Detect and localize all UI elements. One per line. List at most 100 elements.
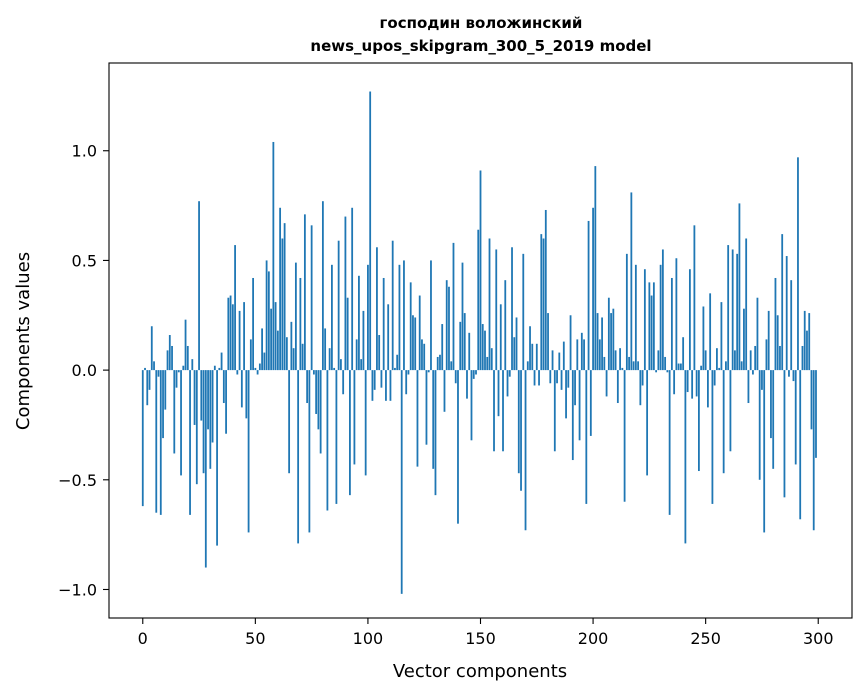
bar-191 <box>571 370 574 461</box>
bar-278 <box>767 310 770 371</box>
bar-228 <box>655 370 658 373</box>
bar-20 <box>186 345 189 371</box>
bar-9 <box>162 370 164 439</box>
bar-178 <box>542 238 545 371</box>
bar-156 <box>493 370 495 452</box>
bar-75 <box>310 225 313 371</box>
bar-282 <box>776 315 779 371</box>
bar-173 <box>531 343 534 371</box>
bar-261 <box>729 370 732 452</box>
x-tick-label: 250 <box>690 629 721 648</box>
bar-41 <box>234 245 236 371</box>
bar-120 <box>412 315 414 371</box>
bar-186 <box>560 370 563 390</box>
bar-253 <box>711 370 714 504</box>
bar-237 <box>675 258 678 371</box>
bar-287 <box>788 370 790 377</box>
bar-139 <box>454 370 457 384</box>
bar-171 <box>526 361 529 371</box>
bar-34 <box>218 367 221 371</box>
bar-144 <box>466 370 468 399</box>
bar-90 <box>344 216 347 371</box>
x-tick-label: 100 <box>353 629 384 648</box>
bar-109 <box>387 304 390 371</box>
bar-137 <box>450 361 453 371</box>
bar-89 <box>342 370 345 395</box>
bar-192 <box>574 370 576 406</box>
bar-53 <box>261 328 263 371</box>
bar-206 <box>605 370 608 397</box>
bar-128 <box>430 260 432 371</box>
bar-116 <box>403 260 405 371</box>
bar-136 <box>448 286 450 371</box>
bar-285 <box>783 370 786 498</box>
bar-208 <box>610 313 612 371</box>
bar-66 <box>290 321 293 371</box>
bar-185 <box>558 352 561 371</box>
bar-2 <box>146 370 149 406</box>
plot-area-frame <box>108 62 853 619</box>
bar-88 <box>340 359 342 371</box>
bar-217 <box>630 192 633 371</box>
bar-176 <box>538 370 540 386</box>
bar-112 <box>394 367 396 371</box>
bar-56 <box>267 271 270 371</box>
bar-161 <box>504 280 507 371</box>
bar-259 <box>725 361 727 371</box>
bar-260 <box>727 245 730 371</box>
bar-210 <box>614 350 617 371</box>
bar-95 <box>355 339 358 371</box>
bar-122 <box>416 370 419 467</box>
bar-292 <box>799 370 802 520</box>
bar-236 <box>673 370 676 395</box>
bar-25 <box>198 201 200 371</box>
bar-244 <box>691 370 694 399</box>
bar-297 <box>810 370 813 430</box>
bar-111 <box>391 240 394 371</box>
bar-184 <box>556 370 558 384</box>
bar-267 <box>743 308 745 371</box>
bar-130 <box>434 370 437 496</box>
bar-219 <box>634 264 637 371</box>
bar-101 <box>369 91 372 371</box>
bar-163 <box>508 370 511 377</box>
bar-10 <box>164 370 167 410</box>
bar-157 <box>495 249 498 371</box>
bar-207 <box>607 297 610 371</box>
bar-279 <box>770 370 772 439</box>
bar-21 <box>189 370 191 515</box>
y-tick-label: −0.5 <box>58 471 97 490</box>
bar-82 <box>326 370 329 511</box>
bar-242 <box>686 370 689 393</box>
bar-148 <box>475 370 477 375</box>
bar-98 <box>362 310 365 371</box>
bar-159 <box>499 304 502 371</box>
bar-269 <box>747 370 750 404</box>
bar-247 <box>698 370 700 472</box>
bar-124 <box>421 339 423 371</box>
bar-30 <box>209 370 212 469</box>
bar-226 <box>650 295 653 371</box>
bar-14 <box>173 370 176 454</box>
bar-114 <box>398 264 401 371</box>
bar-60 <box>276 330 279 371</box>
bar-73 <box>306 370 309 404</box>
bar-273 <box>756 297 759 371</box>
bar-58 <box>272 141 275 371</box>
bar-251 <box>707 370 709 408</box>
bar-126 <box>425 370 428 445</box>
bar-121 <box>414 317 417 371</box>
bar-214 <box>623 370 626 502</box>
y-tick-label: 1.0 <box>72 142 97 161</box>
bar-249 <box>702 306 705 371</box>
bar-69 <box>297 370 300 544</box>
bar-119 <box>409 282 412 371</box>
bar-49 <box>252 277 254 371</box>
bar-81 <box>324 328 327 371</box>
bar-289 <box>792 370 795 382</box>
bar-168 <box>520 370 522 491</box>
bar-29 <box>207 370 209 430</box>
bar-227 <box>652 282 655 371</box>
bar-76 <box>312 370 315 375</box>
